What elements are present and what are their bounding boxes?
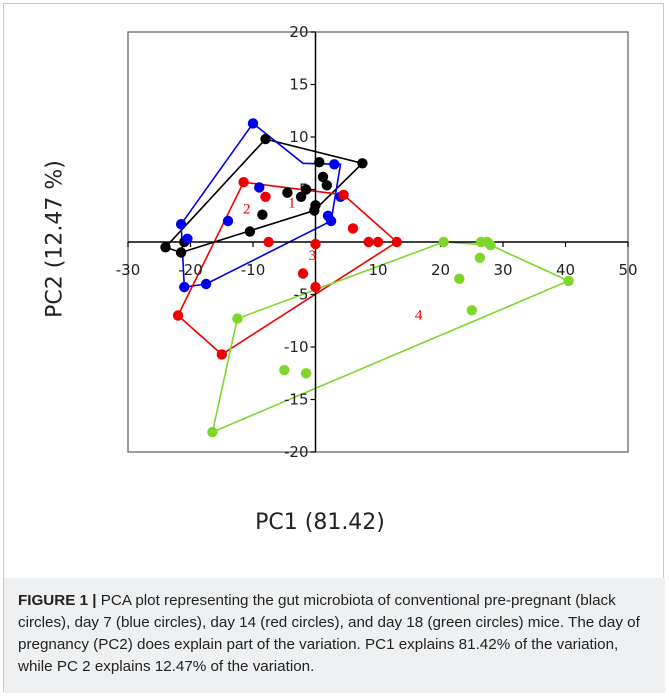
data-point-green — [454, 273, 465, 284]
data-point-blue — [222, 215, 234, 227]
data-point-red — [172, 310, 184, 321]
figure-frame — [3, 3, 664, 692]
hull-green — [211, 241, 571, 434]
y-tick-label: -10 — [284, 338, 309, 356]
figure-caption: FIGURE 1 | PCA plot representing the gut… — [4, 578, 665, 693]
x-tick-label: 10 — [368, 261, 387, 279]
data-point-green — [279, 364, 290, 376]
x-axis-label: PC1 (81.42) — [255, 510, 385, 535]
data-point-blue — [175, 219, 187, 230]
data-point-green — [563, 275, 574, 287]
data-point-black — [321, 180, 332, 191]
data-point-black — [357, 158, 368, 169]
data-point-black — [175, 247, 187, 258]
data-point-red — [238, 177, 249, 188]
y-tick-label: -20 — [284, 443, 309, 461]
data-point-red — [391, 236, 402, 248]
data-point-blue — [200, 278, 212, 290]
data-point-red — [216, 349, 227, 360]
data-point-black — [244, 226, 256, 237]
y-tick-label: 15 — [289, 76, 308, 94]
x-tick-label: -10 — [241, 261, 266, 279]
y-axis-label: PC2 (12.47 %) — [42, 160, 68, 318]
group-label: 1 — [288, 195, 296, 211]
data-point-black — [257, 209, 268, 220]
data-point-red — [372, 236, 384, 248]
x-tick-label: 40 — [556, 261, 575, 279]
data-point-green — [485, 240, 496, 251]
data-point-red — [363, 236, 374, 248]
pca-chart: -30-20-101020304050-20-15-10-55101520123… — [116, 23, 638, 461]
data-point-black — [317, 171, 329, 183]
y-tick-label: 20 — [289, 23, 308, 41]
hull-red — [177, 181, 399, 356]
figure-caption-text: PCA plot representing the gut microbiota… — [18, 592, 640, 675]
data-point-red — [263, 236, 274, 248]
data-point-blue — [247, 118, 259, 129]
x-tick-label: -30 — [116, 261, 141, 279]
group-label: 4 — [415, 308, 423, 324]
data-point-black — [282, 187, 293, 198]
data-point-green — [232, 313, 243, 324]
data-point-green — [300, 368, 312, 379]
data-point-red — [347, 223, 359, 234]
x-tick-label: 20 — [431, 261, 450, 279]
data-point-red — [297, 268, 309, 279]
data-point-red — [310, 281, 321, 293]
group-label: 2 — [243, 202, 251, 218]
data-point-red — [310, 238, 321, 250]
data-point-green — [438, 236, 449, 248]
data-point-green — [207, 426, 218, 438]
data-point-black — [260, 133, 271, 145]
group-label: 3 — [309, 248, 317, 264]
data-point-green — [466, 305, 477, 316]
x-tick-label: 50 — [618, 261, 637, 279]
data-point-black — [300, 184, 312, 195]
data-point-blue — [254, 182, 265, 193]
y-tick-label: -5 — [294, 286, 309, 304]
data-point-blue — [325, 215, 337, 227]
data-point-blue — [329, 159, 340, 170]
data-point-red — [260, 191, 271, 202]
data-point-black — [314, 157, 325, 168]
y-tick-label: -15 — [284, 391, 309, 409]
data-point-red — [338, 189, 349, 200]
data-point-black — [160, 242, 171, 253]
data-point-blue — [182, 233, 193, 244]
y-tick-label: 10 — [289, 128, 308, 146]
x-tick-label: 30 — [493, 261, 512, 279]
figure-label: FIGURE 1 | — [18, 592, 97, 609]
data-point-black — [310, 200, 321, 211]
data-point-black — [295, 191, 307, 202]
data-point-green — [474, 252, 486, 263]
x-tick-label: -20 — [178, 261, 203, 279]
data-point-blue — [179, 281, 190, 293]
